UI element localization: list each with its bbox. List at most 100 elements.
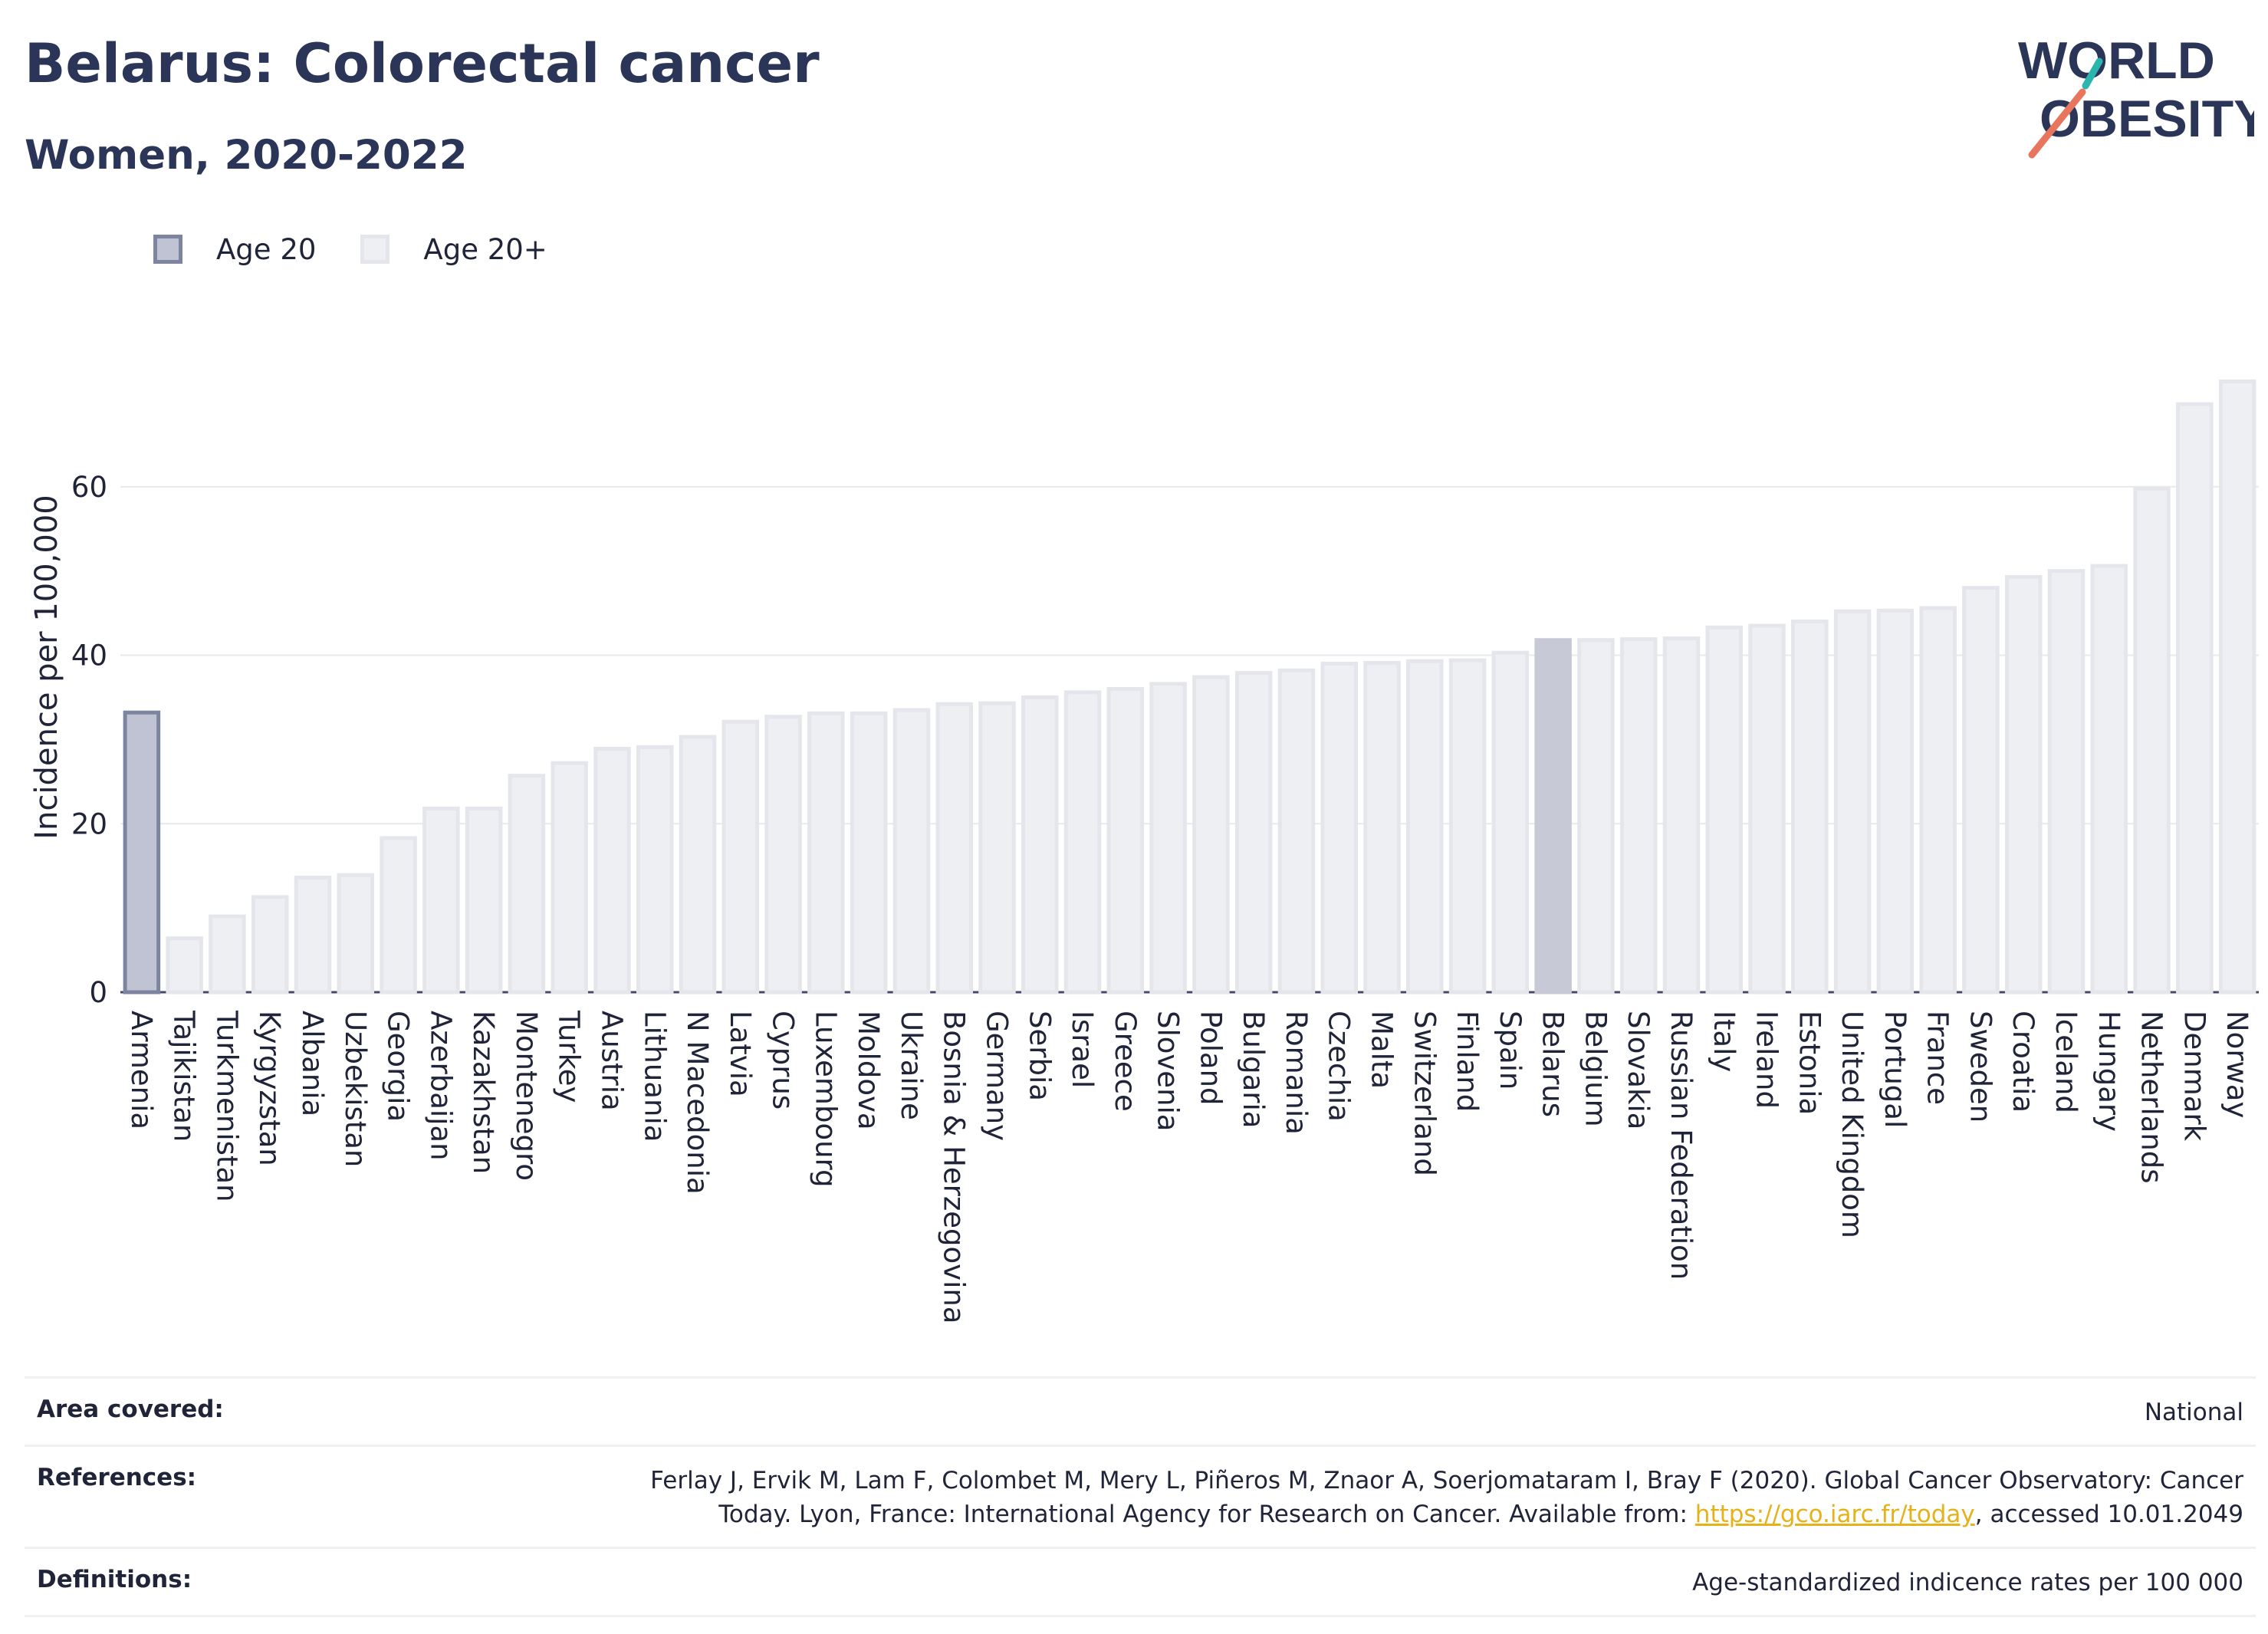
x-tick-label: Croatia [2007, 1011, 2040, 1113]
x-tick-label: Netherlands [2135, 1011, 2168, 1184]
reference-line-1: Ferlay J, Ervik M, Lam F, Colombet M, Me… [650, 1467, 2243, 1494]
chart-subtitle: Women, 2020-2022 [25, 132, 468, 179]
x-tick-label: Germany [980, 1011, 1013, 1141]
legend-item-age-20-plus[interactable]: Age 20+ [360, 233, 547, 266]
bar-age-20-plus[interactable] [2004, 574, 2043, 995]
legend-swatch-age-20 [153, 235, 182, 264]
footer-label-definitions: Definitions: [37, 1566, 192, 1593]
x-tick-label: Italy [1708, 1011, 1740, 1072]
x-tick-label: Kazakhstan [467, 1011, 500, 1174]
y-axis-label: Incidence per 100,000 [29, 495, 64, 840]
x-tick-label: Cyprus [767, 1011, 800, 1110]
bar-age-20-plus[interactable] [1577, 638, 1615, 995]
x-tick-label: Tajikistan [168, 1010, 201, 1142]
y-tick-label: 60 [71, 471, 107, 504]
x-tick-label: Montenegro [510, 1011, 543, 1181]
bar-age-20-plus[interactable] [935, 702, 973, 995]
bar-age-20-plus[interactable] [636, 745, 674, 995]
reference-line-2-pre: Today. Lyon, France: International Agenc… [718, 1501, 1695, 1528]
bar-age-20-plus[interactable] [1662, 636, 1701, 995]
x-tick-label: Slovakia [1622, 1011, 1655, 1129]
bar-age-20-plus[interactable] [166, 936, 203, 995]
legend-item-age-20[interactable]: Age 20 [153, 233, 316, 266]
footer-label-references: References: [37, 1464, 197, 1491]
bar-age-20-plus[interactable] [1448, 658, 1487, 995]
bar-age-20-plus[interactable] [2176, 402, 2214, 995]
footer-value-references: Ferlay J, Ervik M, Lam F, Colombet M, Me… [650, 1464, 2243, 1531]
x-tick-label: Armenia [125, 1011, 158, 1129]
x-tick-label: Spain [1494, 1011, 1527, 1090]
bar-age-20-plus[interactable] [2133, 486, 2171, 995]
legend-swatch-age-20-plus [360, 235, 390, 264]
x-tick-label: Finland [1451, 1011, 1484, 1112]
y-tick-label: 20 [71, 807, 107, 840]
x-tick-label: Turkey [553, 1010, 586, 1103]
bar-age-20-plus[interactable] [721, 719, 760, 995]
bars [123, 379, 2256, 995]
bar-age-20-plus[interactable] [1320, 662, 1358, 995]
footer-value-area: National [2144, 1399, 2243, 1426]
world-obesity-logo: WORLD OBESITY [2018, 31, 2254, 159]
x-tick-label: Iceland [2049, 1011, 2082, 1113]
bar-age-20-plus[interactable] [593, 746, 631, 995]
bar-age-20-plus[interactable] [978, 701, 1016, 995]
bar-age-20-plus[interactable] [1748, 623, 1786, 995]
x-tick-label: Belarus [1537, 1011, 1570, 1117]
x-tick-label: Poland [1194, 1011, 1227, 1106]
x-tick-label: Uzbekistan [339, 1011, 372, 1167]
bar-age-20-plus[interactable] [1491, 650, 1530, 995]
bar-age-20-plus[interactable] [850, 711, 888, 995]
bar-age-20-plus[interactable] [2090, 564, 2128, 995]
x-tick-label: Slovenia [1152, 1011, 1185, 1131]
x-tick-label: France [1921, 1011, 1954, 1105]
bar-age-20-plus[interactable] [1619, 637, 1658, 995]
bar-age-20-plus[interactable] [337, 873, 375, 995]
bar-age-20-plus[interactable] [422, 806, 460, 995]
bar-age-20-plus[interactable] [551, 761, 588, 995]
bar-age-20-plus[interactable] [807, 711, 845, 995]
bar-age-20-plus[interactable] [1192, 675, 1230, 995]
bar-age-20-plus[interactable] [1149, 682, 1187, 995]
bar-age-20-plus[interactable] [1234, 671, 1273, 995]
x-tick-label: Albania [296, 1011, 329, 1116]
bar-age-20-plus[interactable] [892, 708, 931, 995]
bar-age-20-plus[interactable] [209, 914, 246, 995]
x-tick-label: Turkmenistan [210, 1010, 243, 1202]
bar-highlight[interactable] [1534, 638, 1572, 995]
x-tick-label: Greece [1109, 1011, 1142, 1112]
x-tick-label: Czechia [1323, 1011, 1356, 1122]
x-tick-label: Luxembourg [809, 1011, 842, 1188]
bar-age-20-plus[interactable] [1833, 609, 1872, 995]
bar-age-20-plus[interactable] [251, 895, 289, 995]
bar-age-20-plus[interactable] [465, 806, 503, 995]
logo-slash-red [2028, 88, 2086, 159]
bar-age-20-plus[interactable] [1919, 606, 1957, 995]
bar-age-20-plus[interactable] [1962, 586, 2000, 995]
bar-age-20[interactable] [123, 710, 161, 995]
bar-age-20-plus[interactable] [1277, 668, 1316, 995]
bar-age-20-plus[interactable] [380, 836, 417, 995]
bar-age-20-plus[interactable] [1021, 695, 1059, 995]
x-tick-label: Austria [595, 1011, 628, 1111]
legend-label-age-20-plus: Age 20+ [423, 232, 547, 266]
reference-link[interactable]: https://gco.iarc.fr/today [1694, 1501, 1975, 1528]
bar-age-20-plus[interactable] [764, 715, 802, 995]
y-tick-label: 40 [71, 639, 107, 672]
bar-age-20-plus[interactable] [1106, 686, 1145, 995]
bar-age-20-plus[interactable] [2047, 569, 2086, 995]
chart-title: Belarus: Colorectal cancer [25, 32, 820, 95]
x-tick-label: Norway [2220, 1011, 2253, 1118]
bar-age-20-plus[interactable] [294, 876, 332, 995]
bar-age-20-plus[interactable] [679, 735, 717, 995]
bar-age-20-plus[interactable] [1063, 690, 1102, 995]
x-tick-label: Ireland [1750, 1011, 1783, 1109]
bar-age-20-plus[interactable] [508, 774, 546, 995]
logo-slash-teal [2082, 58, 2103, 90]
bar-age-20-plus[interactable] [1705, 625, 1744, 995]
bar-age-20-plus[interactable] [2218, 379, 2256, 995]
x-tick-label: Belgium [1579, 1011, 1612, 1127]
bar-age-20-plus[interactable] [1791, 620, 1829, 995]
bar-age-20-plus[interactable] [1406, 659, 1444, 995]
bar-age-20-plus[interactable] [1363, 660, 1401, 995]
bar-age-20-plus[interactable] [1876, 608, 1915, 995]
